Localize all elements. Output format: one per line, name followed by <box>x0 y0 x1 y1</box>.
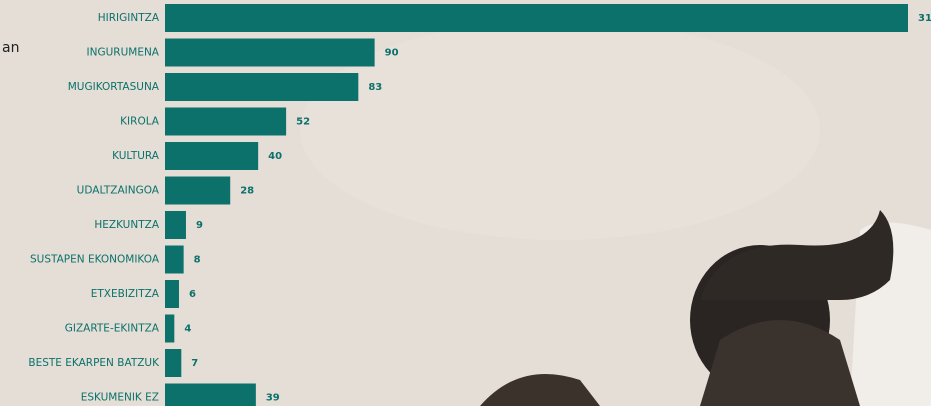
bar <box>165 315 174 343</box>
value-label: 4 <box>184 324 191 335</box>
value-label: 90 <box>385 48 399 59</box>
value-label: 52 <box>296 117 310 128</box>
value-label: 7 <box>191 358 198 369</box>
value-label: 9 <box>196 220 203 231</box>
category-label: KIROLA <box>120 116 160 128</box>
value-label: 39 <box>266 393 280 404</box>
category-label: HEZKUNTZA <box>94 219 159 231</box>
category-label: GIZARTE-EKINTZA <box>65 323 160 335</box>
category-label: INGURUMENA <box>87 47 160 59</box>
side-text: an <box>2 40 19 56</box>
category-label: ESKUMENIK EZ <box>81 392 159 404</box>
background-photo <box>0 0 931 406</box>
value-label: 28 <box>240 186 254 197</box>
bar <box>165 384 256 406</box>
bar <box>165 211 186 239</box>
bar <box>165 177 230 205</box>
bar <box>165 280 179 308</box>
chart: an HIRIGINTZA 319 INGURUMENA 90 MUGIKORTASUN… <box>0 0 931 406</box>
category-label: ETXEBIZITZA <box>91 288 160 300</box>
value-label: 6 <box>189 289 196 300</box>
bar <box>165 108 286 136</box>
category-label: UDALTZAINGOA <box>77 185 160 197</box>
category-label: SUSTAPEN EKONOMIKOA <box>30 254 160 266</box>
bar <box>165 349 181 377</box>
bar <box>165 73 358 101</box>
bar <box>165 246 184 274</box>
category-label: MUGIKORTASUNA <box>68 81 160 93</box>
page: {"chart_data": {"type": "bar", "orientat… <box>0 0 931 406</box>
bar <box>165 39 375 67</box>
value-label: 40 <box>268 151 282 162</box>
category-label: KULTURA <box>112 150 160 162</box>
category-label: BESTE EKARPEN BATZUK <box>28 357 160 369</box>
value-label: 319 <box>918 13 931 24</box>
category-label: HIRIGINTZA <box>98 12 160 24</box>
value-label: 8 <box>194 255 201 266</box>
bar <box>165 4 908 32</box>
value-label: 83 <box>368 82 382 93</box>
bar <box>165 142 258 170</box>
